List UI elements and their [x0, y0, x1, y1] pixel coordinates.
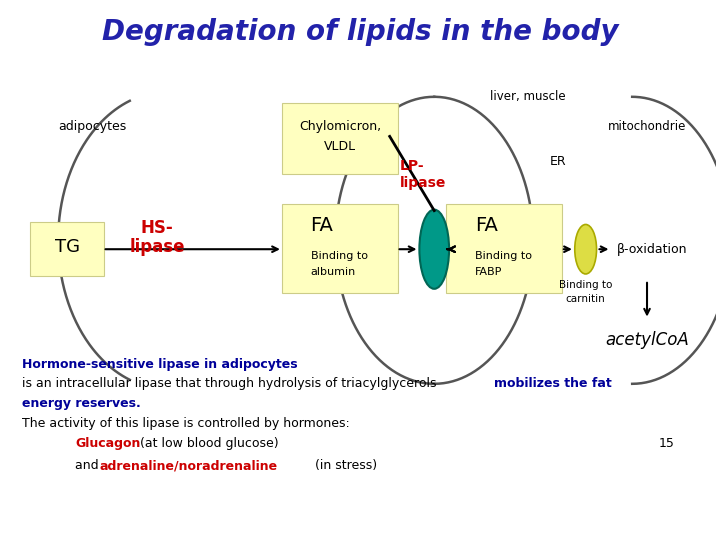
- Text: and: and: [75, 460, 102, 472]
- Text: Hormone-sensitive lipase in adipocytes: Hormone-sensitive lipase in adipocytes: [22, 357, 297, 370]
- Text: (at low blood glucose): (at low blood glucose): [140, 437, 279, 450]
- Text: mobilizes the fat: mobilizes the fat: [494, 377, 611, 390]
- Text: mitochondrie: mitochondrie: [608, 120, 687, 133]
- Text: Degradation of lipids in the body: Degradation of lipids in the body: [102, 18, 618, 46]
- Text: β-oxidation: β-oxidation: [617, 242, 688, 256]
- Text: Binding to: Binding to: [559, 280, 612, 290]
- Text: (in stress): (in stress): [310, 460, 377, 472]
- Text: HS-: HS-: [140, 219, 174, 238]
- Text: Chylomicron,: Chylomicron,: [299, 120, 382, 133]
- FancyBboxPatch shape: [446, 204, 562, 293]
- Text: lipase: lipase: [400, 176, 446, 190]
- Text: FA: FA: [310, 216, 333, 235]
- Text: liver, muscle: liver, muscle: [490, 90, 566, 103]
- Ellipse shape: [575, 225, 597, 274]
- Text: adrenaline/noradrenaline: adrenaline/noradrenaline: [99, 460, 278, 472]
- Text: energy reserves.: energy reserves.: [22, 397, 140, 410]
- Ellipse shape: [419, 210, 449, 289]
- Text: LP-: LP-: [400, 159, 424, 173]
- Text: adipocytes: adipocytes: [58, 120, 127, 133]
- Text: FA: FA: [474, 216, 498, 235]
- Text: FABP: FABP: [474, 267, 502, 277]
- Text: albumin: albumin: [310, 267, 356, 277]
- FancyBboxPatch shape: [282, 103, 397, 174]
- Text: Binding to: Binding to: [474, 251, 532, 261]
- Text: acetylCoA: acetylCoA: [605, 332, 689, 349]
- Text: carnitin: carnitin: [566, 294, 606, 303]
- FancyBboxPatch shape: [282, 204, 397, 293]
- Text: ER: ER: [549, 154, 566, 167]
- Text: lipase: lipase: [130, 238, 185, 256]
- Text: VLDL: VLDL: [324, 140, 356, 153]
- FancyBboxPatch shape: [30, 222, 104, 276]
- Text: TG: TG: [55, 238, 79, 256]
- Text: The activity of this lipase is controlled by hormones:: The activity of this lipase is controlle…: [22, 417, 349, 430]
- Text: is an intracellular lipase that through hydrolysis of triacylglycerols: is an intracellular lipase that through …: [22, 377, 444, 390]
- Text: Glucagon: Glucagon: [75, 437, 140, 450]
- Text: 15: 15: [659, 437, 675, 450]
- Text: Binding to: Binding to: [310, 251, 367, 261]
